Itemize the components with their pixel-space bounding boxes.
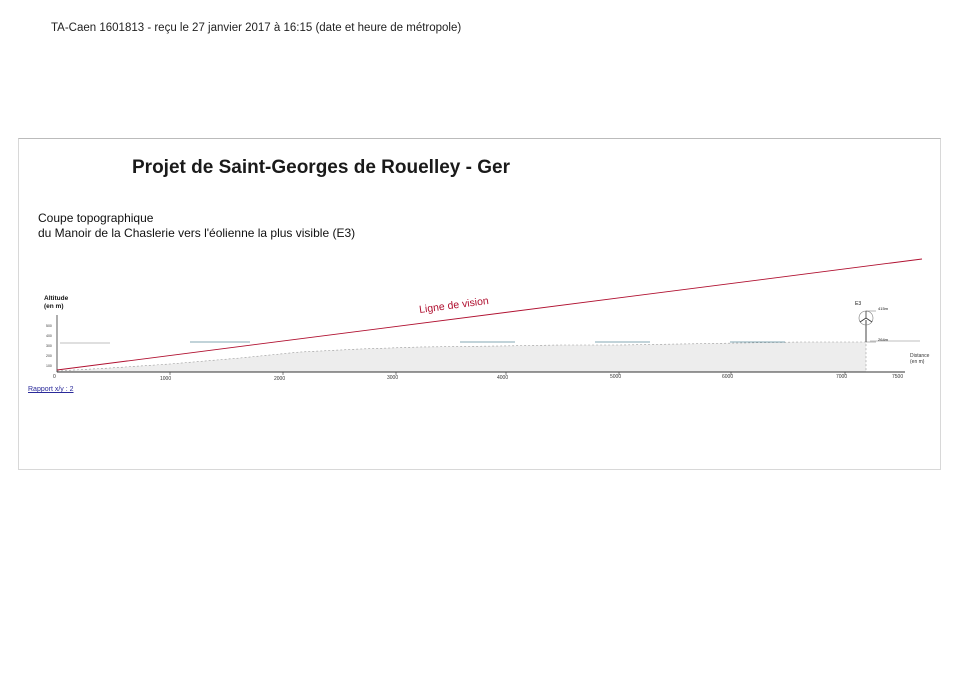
figure-subtitle: Coupe topographique du Manoir de la Chas…	[38, 211, 355, 241]
y-tick-label: 400	[46, 334, 52, 338]
turbine-label: E3	[855, 301, 862, 307]
x-tick-label: 7500	[892, 374, 904, 380]
altitude-unit-text: (en m)	[44, 303, 64, 310]
x-tick-label: 1000	[160, 376, 172, 382]
x-tick-label: 2000	[274, 376, 286, 382]
x-tick-label: 4000	[497, 375, 509, 381]
y-tick-label: 300	[46, 344, 52, 348]
turbine-blades	[859, 311, 873, 323]
y-tick-label: 500	[46, 324, 52, 328]
reference-lines	[60, 340, 920, 344]
distance-axis-label: Distance (en m)	[910, 353, 929, 365]
x-tick-label: 5000	[610, 374, 622, 380]
subtitle-line-1: Coupe topographique	[38, 211, 154, 225]
distance-label-text: Distance	[910, 353, 930, 359]
altitude-axis-label: Altitude (en m)	[44, 295, 68, 311]
x-tick-label: 3000	[387, 375, 399, 381]
figure-title: Projet de Saint-Georges de Rouelley - Ge…	[132, 157, 510, 178]
document-header: TA-Caen 1601813 - reçu le 27 janvier 201…	[51, 22, 462, 34]
terrain-profile	[56, 341, 867, 373]
vision-line	[56, 258, 923, 371]
x-tick-label: 7000	[836, 374, 848, 380]
distance-unit-text: (en m)	[910, 359, 925, 365]
y-tick-label: 200	[46, 354, 52, 358]
subtitle-line-2: du Manoir de la Chaslerie vers l'éolienn…	[38, 226, 356, 240]
turbine-top-altitude: 415m	[878, 306, 889, 311]
altitude-label-text: Altitude	[44, 295, 69, 302]
x-tick-label: 6000	[722, 374, 734, 380]
scale-ratio-note: Rapport x/y : 2	[28, 386, 74, 393]
y-tick-label: 100	[46, 364, 52, 368]
x-tick-marks	[169, 372, 846, 375]
figure-frame	[18, 138, 941, 470]
turbine-base-altitude: 264m	[878, 337, 889, 342]
x-tick-label: 0	[53, 374, 56, 380]
